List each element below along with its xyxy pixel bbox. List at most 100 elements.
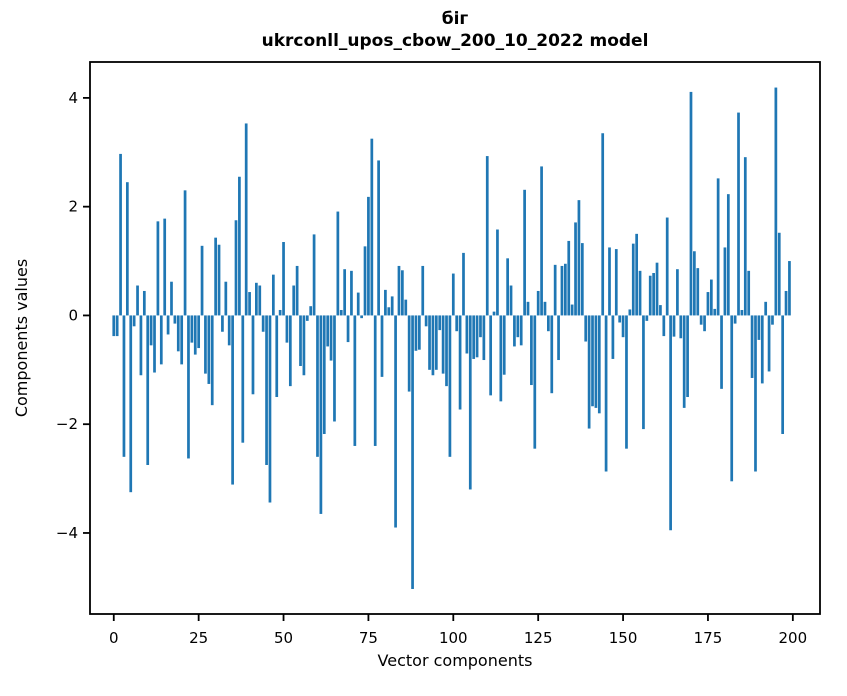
x-tick-label: 150 <box>609 629 638 647</box>
y-tick-label: 4 <box>68 89 78 107</box>
bar <box>367 196 370 316</box>
bar <box>672 315 676 337</box>
bar <box>214 237 217 316</box>
bar <box>448 315 452 457</box>
bar <box>597 315 601 414</box>
bar <box>255 282 258 316</box>
bar <box>455 315 459 332</box>
bar <box>119 153 122 316</box>
bar <box>305 315 309 321</box>
bar <box>489 315 493 396</box>
bar <box>326 315 330 347</box>
bar <box>686 315 689 398</box>
bar <box>112 315 116 337</box>
bar <box>166 315 170 335</box>
bar <box>248 292 251 316</box>
bar <box>173 315 177 324</box>
bar <box>533 315 537 449</box>
bar <box>492 311 496 316</box>
bar <box>774 87 778 316</box>
bar <box>176 315 180 352</box>
bar <box>288 315 292 387</box>
bar <box>574 222 577 316</box>
bar <box>190 315 194 343</box>
bar <box>625 315 628 449</box>
bar <box>404 299 408 316</box>
bar <box>384 289 387 316</box>
bar <box>394 315 397 528</box>
bar <box>594 315 598 408</box>
bar <box>496 229 499 316</box>
bar <box>244 123 248 316</box>
x-tick-label: 75 <box>359 629 378 647</box>
bar <box>234 220 238 316</box>
bar <box>142 290 146 316</box>
bar <box>441 315 445 374</box>
x-tick-label: 175 <box>694 629 723 647</box>
bar <box>723 247 727 316</box>
bar <box>676 269 679 316</box>
bar <box>479 315 482 338</box>
bar <box>716 178 720 316</box>
bar <box>706 292 710 316</box>
bar <box>146 315 150 465</box>
bar <box>726 194 730 316</box>
bar <box>370 138 374 316</box>
bar <box>570 304 574 316</box>
bar <box>462 252 465 316</box>
bar <box>580 243 584 316</box>
bar <box>434 315 438 370</box>
bar <box>587 315 591 429</box>
bar <box>149 315 153 346</box>
bar <box>747 270 751 316</box>
bar <box>482 315 486 361</box>
x-tick-label: 100 <box>439 629 468 647</box>
bar <box>170 281 173 316</box>
bar <box>611 315 615 359</box>
bar <box>499 315 503 402</box>
bar <box>278 309 282 316</box>
bar <box>390 296 394 316</box>
bar <box>550 315 554 394</box>
bar <box>197 315 201 349</box>
bar <box>261 315 265 332</box>
bar <box>655 262 659 316</box>
bar <box>125 182 129 316</box>
bar <box>635 233 639 316</box>
bar <box>207 315 211 384</box>
bar <box>621 315 625 338</box>
bar <box>652 273 655 316</box>
bar <box>132 315 136 327</box>
bar <box>764 301 768 316</box>
bar <box>193 315 197 355</box>
bar <box>217 244 221 316</box>
bar <box>373 315 377 446</box>
bar <box>438 315 442 331</box>
bar <box>302 315 306 376</box>
bars-group <box>112 87 791 589</box>
bar <box>350 270 353 316</box>
bar <box>343 269 347 316</box>
bar <box>163 218 167 316</box>
bar <box>238 176 241 316</box>
bar <box>720 315 723 389</box>
bar <box>282 242 285 316</box>
x-tick-label: 0 <box>109 629 119 647</box>
bar <box>509 285 513 316</box>
bar <box>547 315 550 332</box>
bar <box>271 274 275 316</box>
chart-title: біг <box>442 9 469 29</box>
bar <box>458 315 462 410</box>
bar <box>333 315 336 422</box>
bar <box>353 315 357 446</box>
bar <box>577 200 581 316</box>
bar <box>221 315 224 332</box>
bar <box>737 112 740 316</box>
bar <box>268 315 272 503</box>
bar <box>424 315 428 327</box>
bar <box>431 315 435 376</box>
bar <box>115 315 119 337</box>
bar <box>417 315 421 350</box>
bar <box>387 307 391 316</box>
